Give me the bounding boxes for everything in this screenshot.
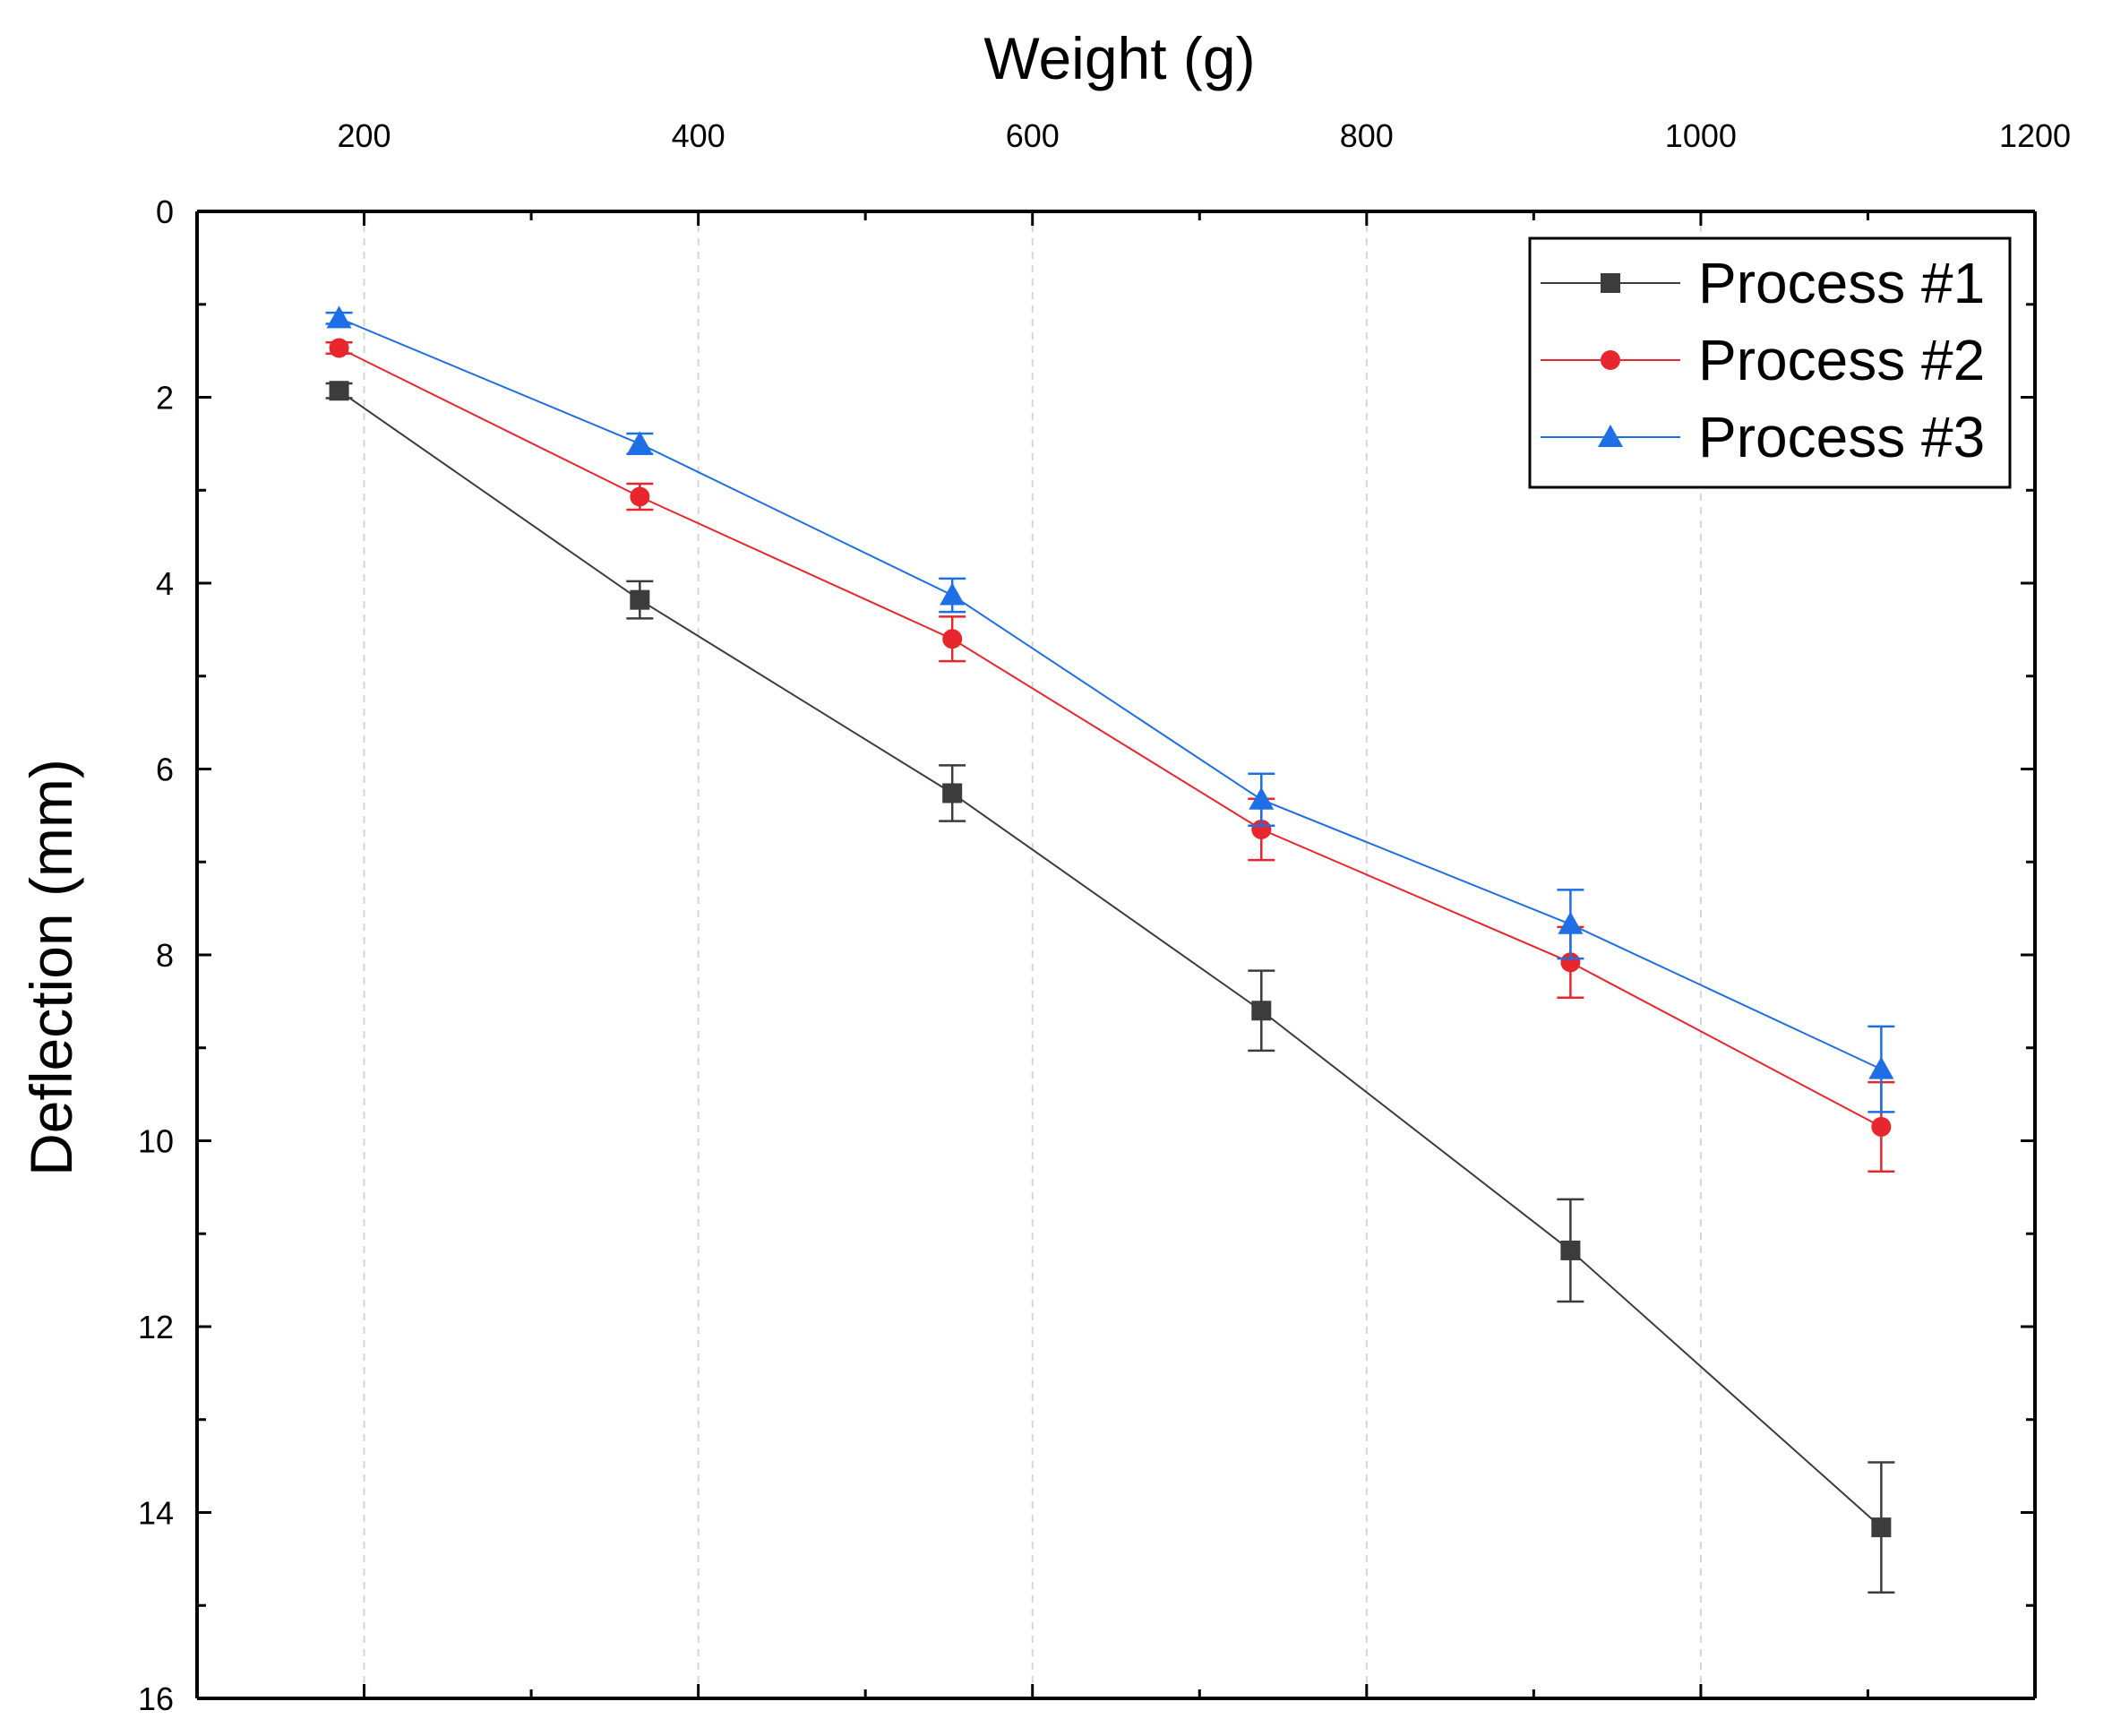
data-point (630, 486, 650, 507)
legend-label: Process #1 (1698, 251, 1985, 315)
y-tick-label: 16 (138, 1680, 174, 1717)
data-point (1251, 1001, 1272, 1021)
y-tick-label: 0 (156, 193, 174, 230)
data-point (940, 582, 966, 606)
series-line (339, 390, 1883, 1528)
data-series (325, 305, 1895, 1594)
data-point (329, 381, 349, 401)
data-point (1251, 819, 1272, 839)
legend-item: Process #2 (1541, 328, 1985, 392)
legend-marker (1598, 425, 1623, 447)
legend-marker (1601, 350, 1620, 370)
data-point (942, 629, 963, 649)
series-2 (325, 338, 1895, 1173)
legend: Process #1 Process #2 Process #3 (1528, 236, 2012, 489)
legend-label: Process #2 (1698, 328, 1985, 392)
data-point (1871, 1116, 1892, 1137)
x-tick-label: 1000 (1665, 117, 1737, 154)
legend-item: Process #3 (1541, 405, 1985, 469)
series-line (339, 347, 1882, 1128)
y-tick-label: 2 (156, 380, 174, 417)
legend-label: Process #3 (1698, 405, 1985, 469)
y-axis-title: Deflection (mm) (18, 759, 84, 1176)
series-3 (325, 305, 1895, 1113)
y-tick-label: 14 (138, 1495, 174, 1532)
grid-lines (363, 211, 1702, 1698)
x-tick-label: 800 (1340, 117, 1394, 154)
data-point (1871, 1517, 1892, 1538)
data-point (630, 589, 650, 610)
axes: 200 400 600 800 1000 1200 0 2 4 6 8 10 12 14 16 (138, 117, 2071, 1717)
legend-item: Process #1 (1541, 251, 1985, 315)
x-tick-label: 1200 (1999, 117, 2071, 154)
data-point (1560, 952, 1581, 973)
data-point (1868, 1056, 1894, 1079)
y-tick-label: 4 (156, 565, 174, 602)
data-point (326, 305, 352, 329)
x-axis-title: Weight (g) (983, 25, 1255, 91)
data-point (1249, 786, 1275, 810)
x-tick-label: 200 (338, 117, 391, 154)
data-point (1558, 911, 1584, 934)
series-1 (325, 381, 1895, 1594)
y-tick-label: 12 (138, 1309, 174, 1345)
x-tick-label: 600 (1006, 117, 1060, 154)
data-point (329, 338, 349, 358)
data-point (627, 431, 653, 454)
data-point (942, 783, 963, 804)
series-line (339, 317, 1882, 1070)
y-tick-label: 8 (156, 937, 174, 974)
legend-marker (1601, 273, 1620, 293)
data-point (1560, 1240, 1581, 1260)
x-tick-label: 400 (672, 117, 725, 154)
y-tick-label: 6 (156, 752, 174, 788)
y-tick-label: 10 (138, 1123, 174, 1160)
